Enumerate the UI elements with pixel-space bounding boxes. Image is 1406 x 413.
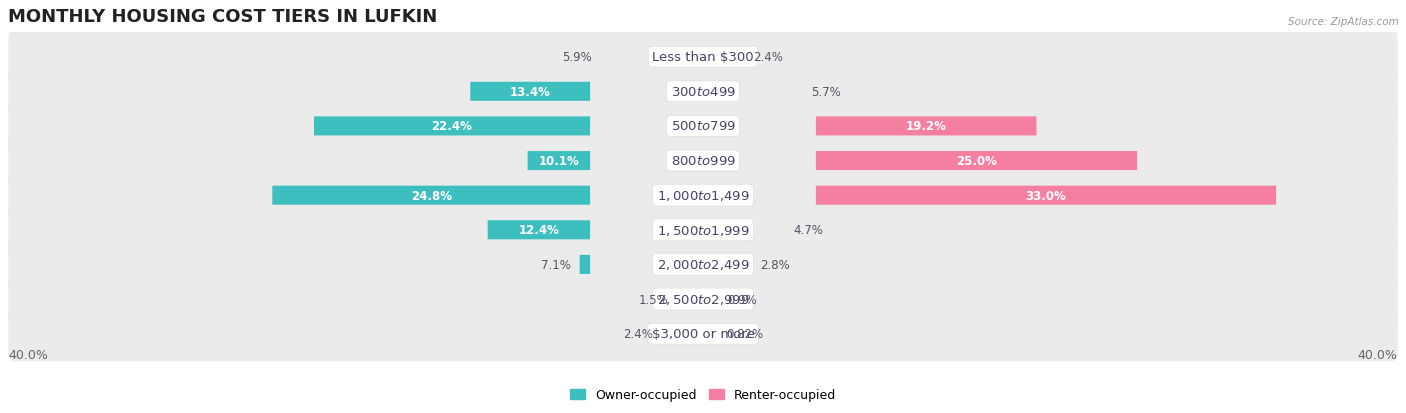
Text: $800 to $999: $800 to $999 — [671, 155, 735, 168]
FancyBboxPatch shape — [8, 64, 1398, 119]
Text: 40.0%: 40.0% — [8, 349, 48, 361]
FancyBboxPatch shape — [8, 134, 1398, 189]
Text: 2.4%: 2.4% — [754, 51, 783, 64]
FancyBboxPatch shape — [8, 99, 1398, 154]
Text: $1,000 to $1,499: $1,000 to $1,499 — [657, 189, 749, 203]
FancyBboxPatch shape — [8, 306, 1398, 361]
Text: $2,500 to $2,999: $2,500 to $2,999 — [657, 292, 749, 306]
Text: MONTHLY HOUSING COST TIERS IN LUFKIN: MONTHLY HOUSING COST TIERS IN LUFKIN — [8, 8, 437, 26]
Text: 10.1%: 10.1% — [538, 155, 579, 168]
Text: 7.1%: 7.1% — [541, 258, 571, 271]
Text: 1.5%: 1.5% — [638, 293, 668, 306]
Text: 25.0%: 25.0% — [956, 155, 997, 168]
Text: Less than $300: Less than $300 — [652, 51, 754, 64]
Text: $3,000 or more: $3,000 or more — [651, 328, 755, 340]
Text: $2,000 to $2,499: $2,000 to $2,499 — [657, 258, 749, 272]
Legend: Owner-occupied, Renter-occupied: Owner-occupied, Renter-occupied — [565, 384, 841, 406]
FancyBboxPatch shape — [314, 117, 591, 136]
Text: $500 to $799: $500 to $799 — [671, 120, 735, 133]
Text: 5.9%: 5.9% — [562, 51, 592, 64]
Text: Source: ZipAtlas.com: Source: ZipAtlas.com — [1288, 17, 1399, 26]
FancyBboxPatch shape — [8, 237, 1398, 292]
Text: $300 to $499: $300 to $499 — [671, 85, 735, 99]
Text: 2.4%: 2.4% — [623, 328, 652, 340]
Text: $1,500 to $1,999: $1,500 to $1,999 — [657, 223, 749, 237]
FancyBboxPatch shape — [815, 152, 1137, 171]
Text: 24.8%: 24.8% — [411, 189, 451, 202]
FancyBboxPatch shape — [579, 255, 591, 274]
FancyBboxPatch shape — [273, 186, 591, 205]
Text: 22.4%: 22.4% — [432, 120, 472, 133]
FancyBboxPatch shape — [470, 83, 591, 102]
FancyBboxPatch shape — [488, 221, 591, 240]
FancyBboxPatch shape — [8, 168, 1398, 223]
Text: 5.7%: 5.7% — [811, 85, 841, 99]
FancyBboxPatch shape — [8, 272, 1398, 327]
Text: 4.7%: 4.7% — [793, 224, 823, 237]
FancyBboxPatch shape — [8, 203, 1398, 258]
FancyBboxPatch shape — [815, 186, 1277, 205]
Text: 0.82%: 0.82% — [725, 328, 763, 340]
FancyBboxPatch shape — [815, 117, 1036, 136]
FancyBboxPatch shape — [8, 30, 1398, 85]
Text: 12.4%: 12.4% — [519, 224, 560, 237]
Text: 40.0%: 40.0% — [1358, 349, 1398, 361]
Text: 19.2%: 19.2% — [905, 120, 946, 133]
Text: 33.0%: 33.0% — [1025, 189, 1066, 202]
Text: 2.8%: 2.8% — [761, 258, 790, 271]
Text: 13.4%: 13.4% — [510, 85, 551, 99]
FancyBboxPatch shape — [527, 152, 591, 171]
Text: 0.9%: 0.9% — [727, 293, 756, 306]
